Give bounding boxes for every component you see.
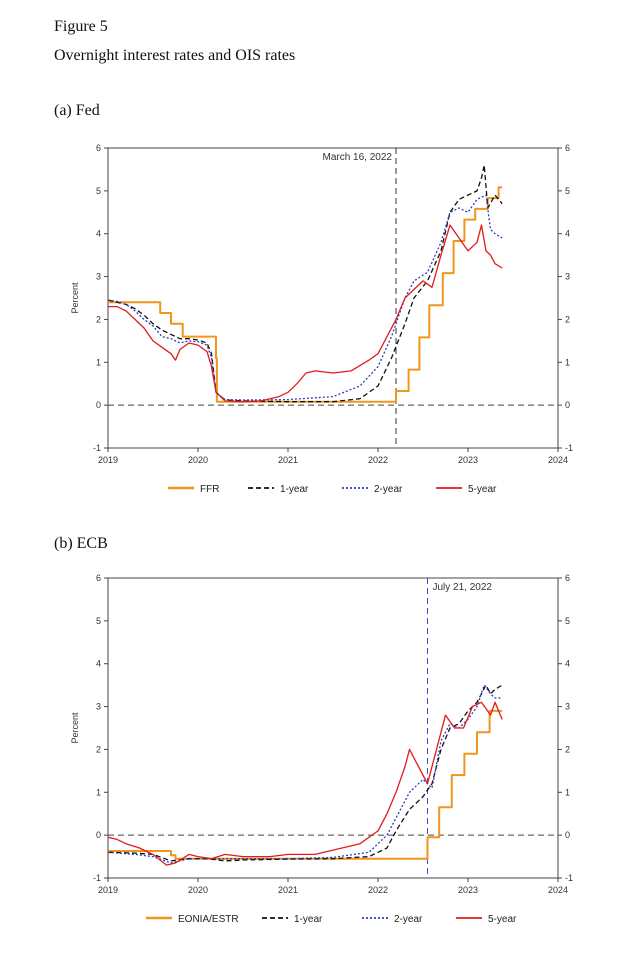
x-tick-label: 2022 [368,885,388,895]
figure-number: Figure 5 [54,18,108,35]
legend-label: 1-year [294,914,323,925]
y-tick-label-left: -1 [93,873,101,883]
series-line-eonia-estr [108,709,503,860]
x-tick-label: 2020 [188,885,208,895]
series-line-1-year [107,164,503,403]
y-tick-label-right: 1 [565,357,570,367]
y-tick-label-left: 5 [96,186,101,196]
y-tick-label-right: 4 [565,659,570,669]
annotation-label: March 16, 2022 [323,152,393,163]
series-line-5-year [108,224,503,403]
series-line-2-year [107,684,503,864]
y-tick-label-right: 6 [565,573,570,583]
x-tick-label: 2024 [548,455,568,465]
y-axis-label: Percent [70,282,80,314]
y-tick-label-left: 1 [96,357,101,367]
y-tick-label-left: 4 [96,229,101,239]
legend-label: 2-year [394,914,423,925]
series-line-ffr [108,186,503,403]
x-tick-label: 2023 [458,455,478,465]
y-tick-label-left: 6 [96,573,101,583]
fed-chart: -1 -1 0 0 1 1 2 2 3 3 4 4 5 5 6 6 2019 2020 2021 2022 2023 20… [70,143,573,495]
y-tick-label-left: 3 [96,272,101,282]
y-tick-label-right: 5 [565,186,570,196]
y-tick-label-right: 4 [565,229,570,239]
y-tick-label-left: 2 [96,744,101,754]
x-tick-label: 2022 [368,455,388,465]
x-tick-label: 2024 [548,885,568,895]
y-tick-label-left: 1 [96,787,101,797]
y-tick-label-left: 3 [96,702,101,712]
annotation-label: July 21, 2022 [433,582,493,593]
y-tick-label-right: 5 [565,616,570,626]
y-tick-label-left: 0 [96,400,101,410]
x-tick-label: 2021 [278,885,298,895]
panel-title-fed: (a) Fed [54,102,100,119]
y-axis-label: Percent [70,712,80,744]
y-tick-label-right: 0 [565,830,570,840]
ecb-chart: -1 -1 0 0 1 1 2 2 3 3 4 4 5 5 6 6 2019 2020 2021 2022 2023 20… [70,573,573,925]
series-line-2-year [107,194,503,401]
legend-label: 1-year [280,484,309,495]
legend-label: 2-year [374,484,403,495]
y-tick-label-right: 1 [565,787,570,797]
x-tick-label: 2021 [278,455,298,465]
x-tick-label: 2023 [458,885,478,895]
panel-title-ecb: (b) ECB [54,535,108,552]
y-tick-label-right: -1 [565,443,573,453]
y-tick-label-right: 3 [565,272,570,282]
y-tick-label-right: 6 [565,143,570,153]
figure-caption: Overnight interest rates and OIS rates [54,47,296,64]
y-tick-label-right: 3 [565,702,570,712]
y-tick-label-right: 0 [565,400,570,410]
y-tick-label-left: 5 [96,616,101,626]
y-tick-label-right: -1 [565,873,573,883]
y-tick-label-right: 2 [565,314,570,324]
y-tick-label-right: 2 [565,744,570,754]
x-tick-label: 2019 [98,885,118,895]
series-line-1-year [107,684,503,862]
series-line-5-year [107,701,503,866]
y-tick-label-left: -1 [93,443,101,453]
plot-frame [107,147,559,449]
x-tick-label: 2019 [98,455,118,465]
y-tick-label-left: 2 [96,314,101,324]
y-tick-label-left: 4 [96,659,101,669]
legend-label: 5-year [468,484,497,495]
legend-label: EONIA/ESTR [178,914,239,925]
legend-label: 5-year [488,914,517,925]
x-tick-label: 2020 [188,455,208,465]
y-tick-label-left: 6 [96,143,101,153]
plot-frame [107,577,559,879]
y-tick-label-left: 0 [96,830,101,840]
legend-label: FFR [200,484,219,495]
